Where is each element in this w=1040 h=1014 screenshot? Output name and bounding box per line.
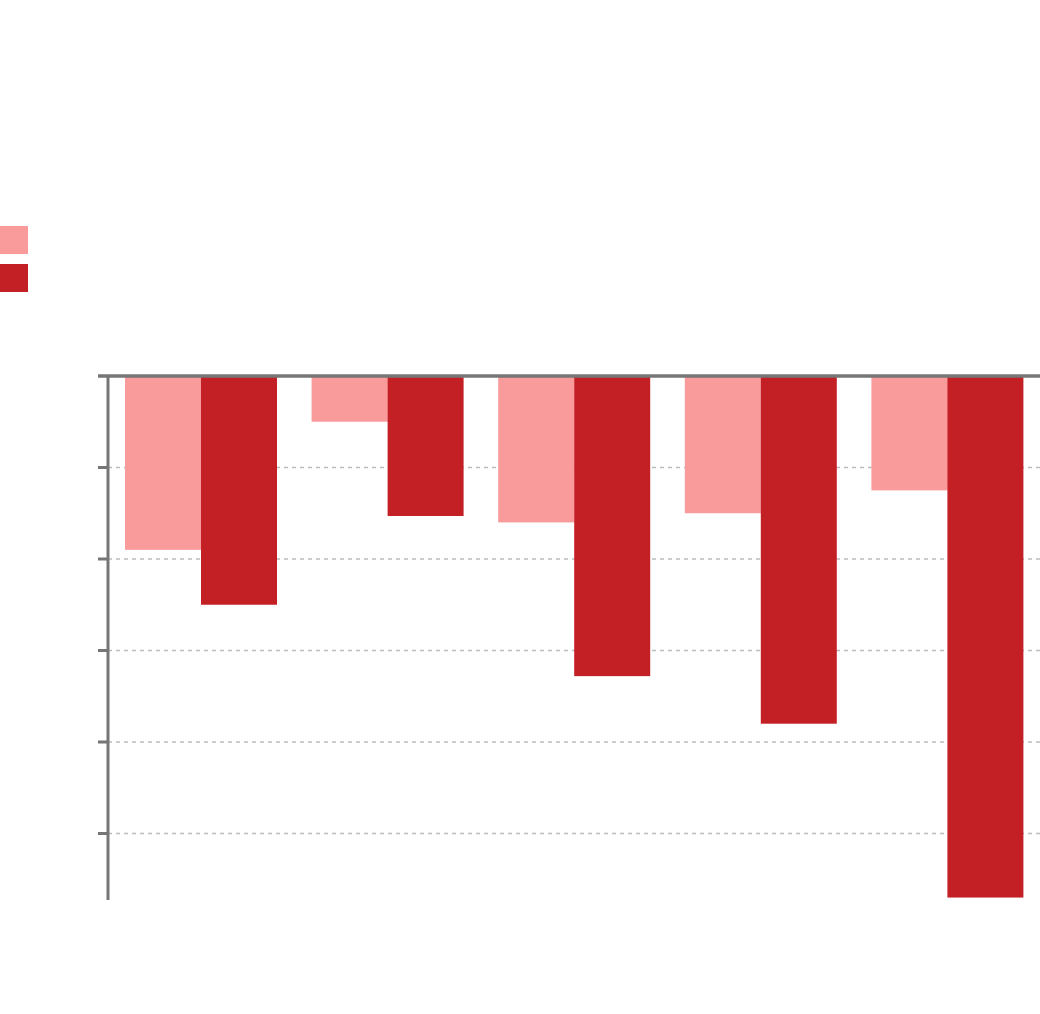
- bar-series-2-group-5: [947, 376, 1024, 898]
- bar-series-1-group-4: [684, 376, 761, 514]
- bar-series-1-group-5: [871, 376, 948, 491]
- legend: [0, 226, 28, 292]
- bars: [125, 376, 1024, 898]
- bar-series-2-group-2: [387, 376, 464, 516]
- legend-swatch-series-1: [0, 226, 28, 254]
- axes: [98, 374, 1040, 900]
- bar-series-1-group-1: [125, 376, 201, 550]
- bar-series-2-group-4: [760, 376, 837, 724]
- bar-series-2-group-3: [574, 376, 651, 677]
- bar-series-2-group-1: [201, 376, 277, 605]
- bar-series-1-group-3: [498, 376, 575, 523]
- bar-series-1-group-2: [311, 376, 388, 422]
- legend-swatch-series-2: [0, 264, 28, 292]
